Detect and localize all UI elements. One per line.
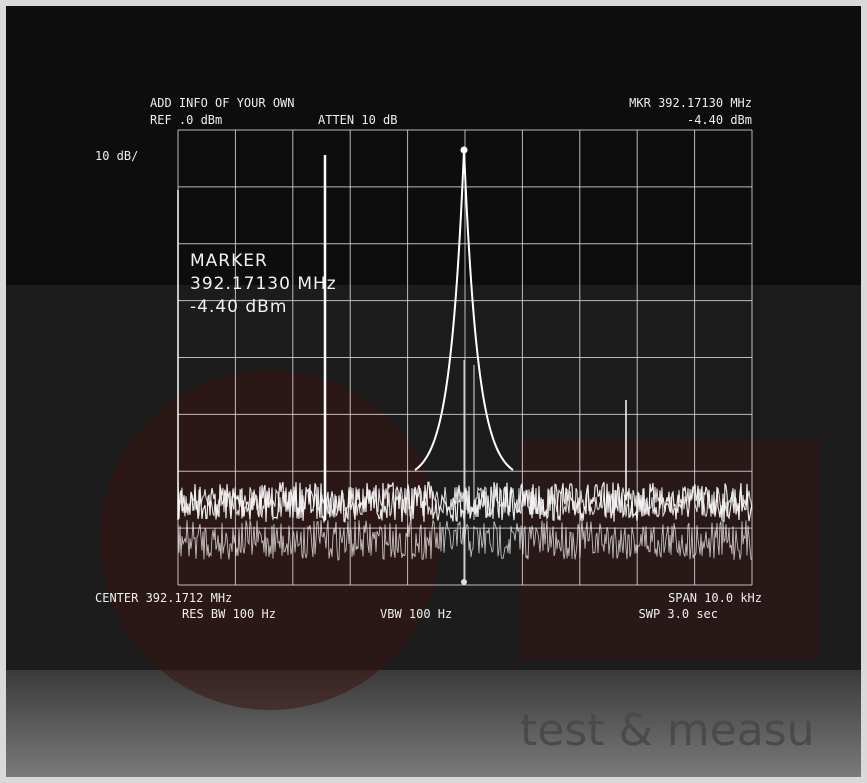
attenuation: ATTEN 10 dB <box>318 113 397 127</box>
sweep-time: SWP 3.0 sec <box>639 607 718 621</box>
noise-floor <box>177 519 753 561</box>
watermark-logo <box>520 440 820 660</box>
marker-dot <box>461 579 467 585</box>
trace <box>177 146 753 585</box>
video-bandwidth: VBW 100 Hz <box>380 607 452 621</box>
watermark-text: test & measu <box>520 705 815 756</box>
scale: 10 dB/ <box>95 149 138 163</box>
marker-level: -4.40 dBm <box>687 113 752 127</box>
reflection-floor <box>6 670 861 777</box>
noise-floor <box>177 486 753 519</box>
marker-box-frequency: 392.17130 MHz <box>190 274 337 294</box>
resolution-bandwidth: RES BW 100 Hz <box>182 607 276 621</box>
header-title: ADD INFO OF YOUR OWN <box>150 96 295 110</box>
marker-frequency: MKR 392.17130 MHz <box>629 96 752 110</box>
marker-dot <box>460 146 468 154</box>
watermark-logo <box>100 370 440 710</box>
reference-level: REF .0 dBm <box>150 113 222 127</box>
span: SPAN 10.0 kHz <box>668 591 762 605</box>
center-frequency: CENTER 392.1712 MHz <box>95 591 232 605</box>
noise-floor <box>177 481 753 524</box>
marker-box-level: -4.40 dBm <box>190 297 287 317</box>
marker-label: MARKER <box>190 251 268 271</box>
